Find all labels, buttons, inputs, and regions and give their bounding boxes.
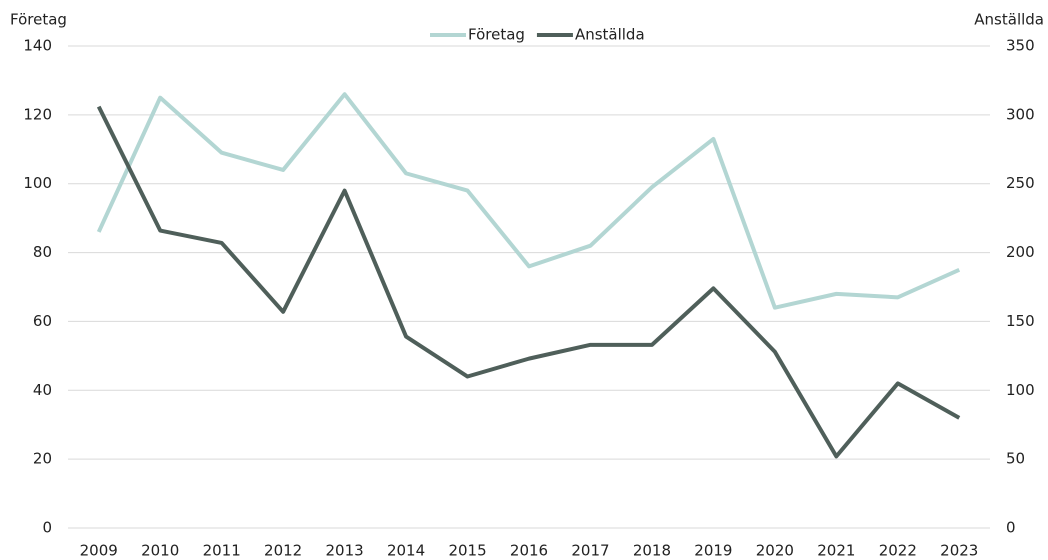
y2-axis-title: Anställda [974,11,1044,29]
y-tick-label: 120 [23,105,52,123]
y-tick-label: 100 [23,174,52,192]
y-tick-label: 60 [33,312,52,330]
line-series [96,92,961,310]
x-tick-label: 2011 [203,542,241,560]
y-tick-label: 0 [42,519,52,537]
y2-tick-label: 200 [1006,243,1035,261]
y-tick-label: 20 [33,450,52,468]
x-tick-label: 2022 [879,542,917,560]
y2-tick-label: 100 [1006,381,1035,399]
legend-label: Anställda [575,26,645,44]
y-tick-label: 40 [33,381,52,399]
x-tick-label: 2021 [817,542,855,560]
y-axis-title: Företag [10,11,67,29]
x-tick-label: 2014 [387,542,425,560]
y-tick-label: 140 [23,37,52,55]
y2-tick-label: 0 [1006,519,1016,537]
y2-tick-label: 350 [1006,37,1035,55]
x-tick-label: 2016 [510,542,548,560]
y2-tick-label: 250 [1006,174,1035,192]
y-tick-label: 80 [33,243,52,261]
x-tick-label: 2017 [571,542,609,560]
y2-tick-label: 150 [1006,312,1035,330]
y2-tick-label: 50 [1006,450,1025,468]
x-tick-label: 2010 [141,542,179,560]
x-tick-label: 2020 [756,542,794,560]
x-tick-label: 2012 [264,542,302,560]
x-tick-label: 2023 [940,542,978,560]
x-tick-label: 2018 [633,542,671,560]
y2-tick-label: 300 [1006,105,1035,123]
x-tick-label: 2009 [80,542,118,560]
x-tick-label: 2019 [694,542,732,560]
x-tick-label: 2015 [448,542,486,560]
legend-label: Företag [468,26,525,44]
line-series [96,105,961,459]
x-tick-label: 2013 [326,542,364,560]
